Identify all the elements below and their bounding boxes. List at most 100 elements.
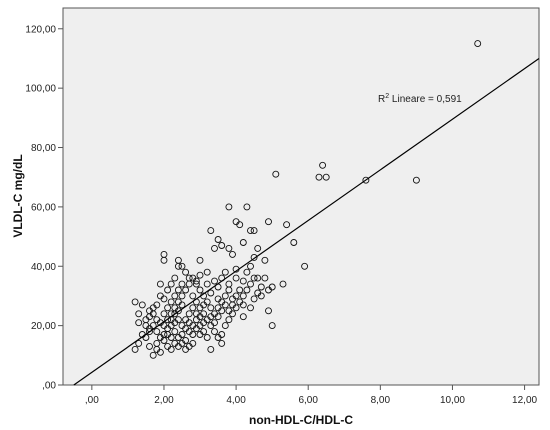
data-point — [203, 268, 211, 276]
data-point — [189, 331, 197, 338]
data-point — [174, 307, 182, 315]
data-point — [203, 280, 211, 288]
data-point — [239, 277, 247, 285]
data-point — [131, 345, 139, 353]
fit-label: R2 Lineare = 0,591 — [378, 93, 462, 105]
plot-area — [62, 7, 540, 386]
data-point — [268, 322, 276, 330]
y-tick-label: 100,00 — [25, 84, 56, 95]
data-point — [149, 351, 157, 359]
data-point — [211, 319, 218, 327]
data-point — [182, 325, 190, 333]
data-point — [167, 298, 175, 306]
data-point — [185, 280, 193, 288]
x-tick-label: 2,00 — [154, 395, 174, 406]
data-point — [171, 274, 179, 282]
x-tick-label: 10,00 — [440, 395, 465, 406]
data-point — [225, 203, 233, 211]
data-point — [254, 244, 262, 252]
y-tick-label: ,00 — [42, 381, 56, 392]
data-point — [261, 256, 269, 264]
data-point — [138, 301, 146, 309]
data-point — [200, 319, 208, 327]
data-point — [203, 334, 211, 341]
data-point — [178, 262, 186, 270]
y-tick-label: 40,00 — [31, 262, 56, 273]
x-tick-label: 6,00 — [298, 395, 318, 406]
data-point — [261, 274, 269, 282]
data-point — [211, 277, 218, 285]
data-point — [131, 298, 139, 306]
data-point — [218, 242, 226, 249]
data-point — [171, 292, 179, 300]
data-point — [236, 221, 244, 229]
data-point — [174, 262, 182, 270]
data-point — [196, 331, 204, 338]
data-point — [207, 304, 215, 312]
y-axis: ,00 20,00 40,00 60,00 80,00 100,00 120,00 — [25, 24, 63, 392]
data-point — [214, 313, 222, 321]
data-point — [174, 286, 182, 294]
x-tick-label: 4,00 — [226, 395, 246, 406]
x-axis-title: non-HDL-C/HDL-C — [249, 413, 353, 427]
data-point — [265, 307, 272, 315]
y-tick-label: 80,00 — [31, 143, 56, 154]
data-point — [185, 319, 193, 327]
y-tick-label: 120,00 — [25, 24, 56, 35]
data-point — [178, 301, 186, 309]
data-point — [247, 227, 254, 235]
data-point — [268, 283, 276, 291]
data-point — [254, 289, 262, 297]
data-point — [164, 286, 172, 294]
data-point — [250, 295, 258, 303]
data-point — [146, 328, 153, 336]
data-point — [225, 316, 233, 324]
data-point — [218, 307, 226, 315]
data-point — [362, 176, 370, 184]
data-point — [189, 292, 197, 300]
data-point — [301, 262, 309, 270]
data-point — [319, 161, 327, 169]
data-point — [146, 342, 153, 350]
data-point — [167, 334, 175, 341]
data-point — [200, 301, 208, 309]
data-point — [225, 244, 233, 252]
data-point — [247, 304, 254, 312]
data-point — [153, 328, 161, 336]
data-point — [239, 292, 247, 300]
data-point — [135, 310, 143, 318]
data-point — [156, 280, 164, 288]
data-point — [412, 176, 420, 184]
data-point — [196, 256, 204, 264]
data-point — [207, 289, 215, 297]
data-point — [221, 322, 229, 330]
data-point — [221, 292, 229, 300]
data-point — [171, 328, 179, 336]
data-point — [167, 280, 175, 288]
y-tick-label: 60,00 — [31, 202, 56, 213]
data-point — [189, 339, 197, 347]
data-point — [178, 331, 186, 338]
data-point — [164, 304, 172, 312]
data-point — [218, 331, 226, 338]
data-point — [229, 250, 236, 258]
data-point — [196, 286, 204, 294]
data-point — [229, 295, 236, 303]
data-point — [279, 280, 287, 288]
data-point — [189, 274, 197, 282]
data-point — [153, 316, 161, 324]
data-point — [160, 295, 168, 303]
data-point — [185, 310, 193, 318]
data-point — [207, 227, 215, 235]
data-point — [239, 313, 247, 321]
data-point — [225, 307, 233, 315]
data-point — [243, 286, 251, 294]
x-tick-label: 12,00 — [512, 395, 537, 406]
data-point — [207, 313, 215, 321]
x-tick-label: 8,00 — [371, 395, 391, 406]
data-point — [174, 342, 182, 350]
data-point — [214, 295, 222, 303]
data-point — [178, 292, 186, 300]
data-point — [160, 331, 168, 338]
